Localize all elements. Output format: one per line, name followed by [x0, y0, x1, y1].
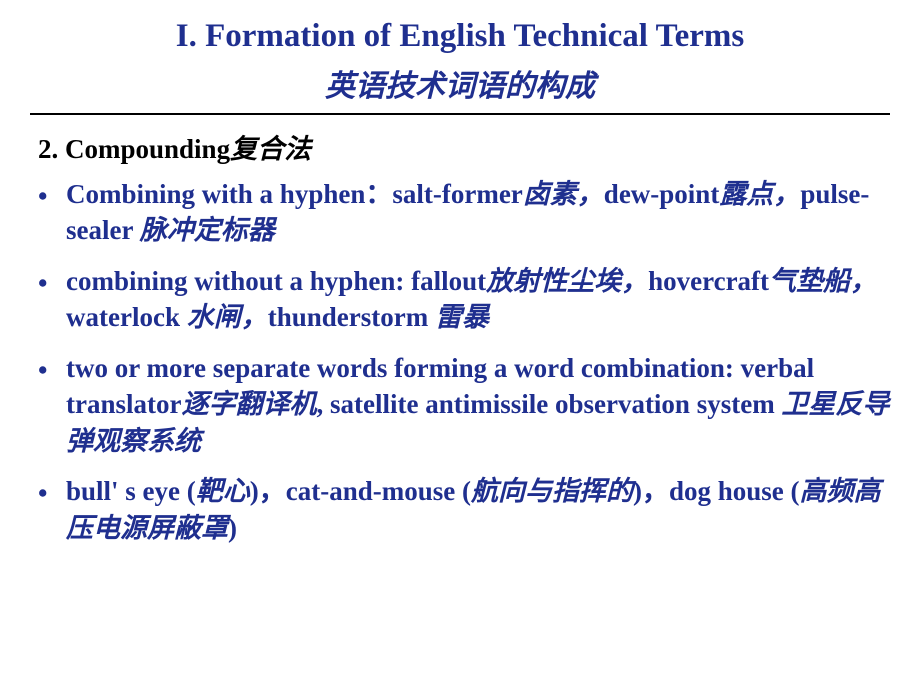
bullet-text: combining without a hyphen: fallout放射性尘埃… — [66, 263, 890, 336]
text-english: Combining with a hyphen： — [66, 179, 392, 209]
text-chinese: 靶心 — [196, 476, 250, 506]
bullet-marker: • — [38, 350, 66, 388]
text-english: , satellite antimissile observation syst… — [316, 389, 781, 419]
text-chinese: 逐字翻译机 — [181, 389, 316, 419]
bullet-item: •bull' s eye (靶心)，cat-and-mouse (航向与指挥的)… — [38, 473, 890, 546]
bullet-marker: • — [38, 473, 66, 511]
text-english: )，cat-and-mouse ( — [250, 476, 471, 506]
bullet-text: Combining with a hyphen：salt-former卤素，de… — [66, 176, 890, 249]
text-english: combining without a hyphen: fallout — [66, 266, 486, 296]
section-label-zh: 复合法 — [230, 134, 311, 164]
slide-container: I. Formation of English Technical Terms … — [0, 0, 920, 690]
section-label-en: Compounding — [65, 134, 230, 164]
section-heading: 2. Compounding复合法 — [30, 127, 890, 166]
text-chinese: 水闸， — [187, 302, 268, 332]
text-chinese: 露点， — [719, 179, 800, 209]
text-chinese: 气垫船， — [769, 266, 877, 296]
text-english: dew-point — [604, 179, 720, 209]
text-english: hovercraft — [648, 266, 769, 296]
text-chinese: 脉冲定标器 — [140, 215, 275, 245]
text-chinese: 卤素， — [523, 179, 604, 209]
text-english: salt-former — [392, 179, 522, 209]
title-english: I. Formation of English Technical Terms — [30, 18, 890, 55]
text-english: waterlock — [66, 302, 187, 332]
section-number: 2. — [38, 134, 58, 164]
bullet-item: •Combining with a hyphen：salt-former卤素，d… — [38, 176, 890, 249]
bullet-item: •combining without a hyphen: fallout放射性尘… — [38, 263, 890, 336]
bullet-list: •Combining with a hyphen：salt-former卤素，d… — [30, 176, 890, 546]
bullet-text: two or more separate words forming a wor… — [66, 350, 890, 459]
divider-line — [30, 113, 890, 115]
bullet-text: bull' s eye (靶心)，cat-and-mouse (航向与指挥的)，… — [66, 473, 890, 546]
text-chinese: 放射性尘埃， — [486, 266, 648, 296]
text-chinese: 雷暴 — [435, 302, 489, 332]
text-english: )，dog house ( — [633, 476, 800, 506]
bullet-item: •two or more separate words forming a wo… — [38, 350, 890, 459]
text-chinese: 航向与指挥的 — [471, 476, 633, 506]
title-chinese: 英语技术词语的构成 — [30, 61, 890, 105]
bullet-marker: • — [38, 263, 66, 301]
bullet-marker: • — [38, 176, 66, 214]
text-english: thunderstorm — [268, 302, 435, 332]
text-english: bull' s eye ( — [66, 476, 196, 506]
text-english: ) — [228, 513, 237, 543]
